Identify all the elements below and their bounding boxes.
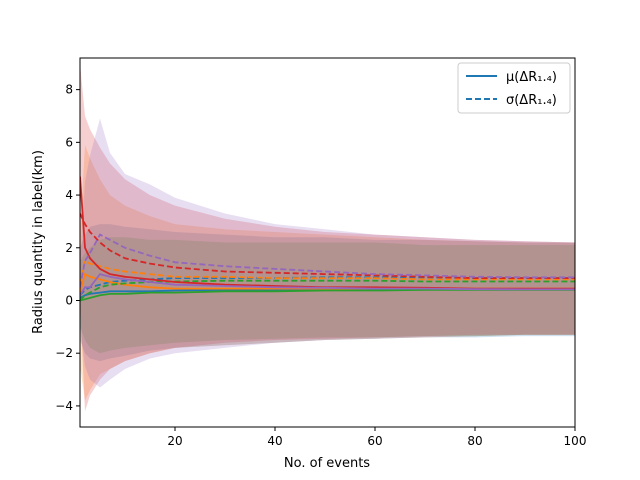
y-tick-label: 4	[65, 188, 73, 202]
x-tick-label: 20	[167, 434, 182, 448]
legend: μ(ΔR₁.₄) σ(ΔR₁.₄)	[457, 62, 571, 114]
sigma-line-red	[80, 213, 575, 280]
series-lines	[80, 176, 575, 302]
y-tick-label: −2	[55, 346, 73, 360]
x-tick-label: 80	[467, 434, 482, 448]
x-axis-label: No. of events	[284, 456, 370, 471]
y-axis-ticks: −4 −2 0 2 4 6 8	[55, 83, 80, 413]
y-axis-label: Radius quantity in label(km)	[31, 150, 46, 334]
sigma-line-orange	[80, 259, 575, 285]
mean-line-purple	[80, 273, 575, 296]
band-orange	[80, 145, 575, 401]
sigma-line-green	[80, 279, 575, 302]
x-tick-label: 100	[564, 434, 587, 448]
y-tick-label: 6	[65, 135, 73, 149]
plot-frame	[79, 57, 576, 428]
y-tick-label: 0	[65, 293, 73, 307]
band-blue	[80, 224, 575, 362]
band-purple	[80, 118, 575, 388]
x-axis-ticks: 20 40 60 80 100	[167, 427, 586, 448]
band-red	[80, 63, 575, 412]
confidence-bands	[80, 63, 575, 412]
y-tick-label: 8	[65, 83, 73, 97]
legend-mean-label: μ(ΔR₁.₄)	[506, 70, 557, 85]
legend-sigma-label: σ(ΔR₁.₄)	[506, 93, 557, 108]
sigma-line-purple	[80, 233, 575, 288]
x-tick-label: 40	[267, 434, 282, 448]
y-tick-label: 2	[65, 241, 73, 255]
band-green	[80, 237, 575, 354]
x-tick-label: 60	[367, 434, 382, 448]
mean-line-green	[80, 288, 575, 302]
y-tick-label: −4	[55, 399, 73, 413]
